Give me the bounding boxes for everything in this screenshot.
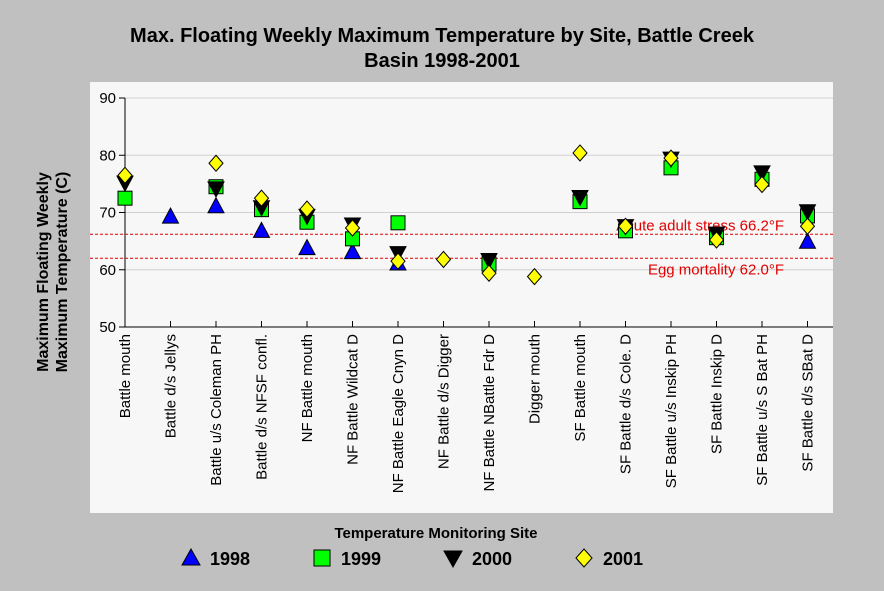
x-axis-label: Temperature Monitoring Site bbox=[334, 525, 537, 542]
point-2001-14 bbox=[754, 175, 770, 194]
category-label-0: Battle mouth bbox=[117, 334, 134, 418]
legend-label-2001: 2001 bbox=[603, 549, 643, 569]
point-2001-5 bbox=[344, 219, 361, 237]
point-2001-2 bbox=[208, 154, 224, 173]
point-2000-10 bbox=[571, 189, 589, 207]
y-tick-label-70: 70 bbox=[99, 205, 116, 222]
category-label-10: SF Battle mouth bbox=[572, 334, 589, 442]
point-1998-3 bbox=[252, 221, 271, 238]
legend-marker-2000 bbox=[443, 550, 463, 569]
category-label-9: Digger mouth bbox=[527, 334, 544, 424]
point-2001-12 bbox=[663, 149, 679, 167]
point-1998-5 bbox=[343, 242, 362, 260]
legend-label-1999: 1999 bbox=[341, 549, 381, 569]
category-label-5: NF Battle Wildcat D bbox=[345, 334, 362, 465]
y-tick-label-50: 50 bbox=[99, 319, 116, 336]
axes: 50 60 70 80 90 bbox=[99, 90, 833, 336]
chart-title-line-2: Basin 1998-2001 bbox=[364, 50, 520, 72]
legend-label-2000: 2000 bbox=[472, 549, 512, 569]
category-label-12: SF Battle u/s Inskip PH bbox=[663, 334, 680, 488]
category-label-2: Battle u/s Coleman PH bbox=[208, 334, 225, 486]
point-1999-0 bbox=[117, 190, 133, 206]
point-2001-9 bbox=[526, 267, 543, 286]
category-labels: Battle mouth Battle d/s Jellys Battle u/s … bbox=[117, 334, 817, 493]
point-2001-8 bbox=[481, 264, 497, 282]
point-2001-0 bbox=[117, 166, 133, 185]
point-1998-1 bbox=[161, 207, 180, 224]
legend: 1998 1999 2000 2001 bbox=[181, 547, 643, 569]
point-2001-3 bbox=[253, 189, 270, 207]
category-label-15: SF Battle d/s SBat D bbox=[800, 334, 817, 472]
category-label-13: SF Battle Inskip D bbox=[709, 334, 726, 454]
y-tick-label-80: 80 bbox=[99, 147, 116, 164]
point-2000-14 bbox=[753, 165, 771, 182]
point-2001-15 bbox=[799, 217, 816, 235]
point-2001-11 bbox=[617, 217, 634, 235]
point-2001-13 bbox=[708, 231, 725, 249]
category-label-6: NF Battle Eagle Cnyn D bbox=[390, 334, 407, 493]
point-2001-7 bbox=[435, 250, 452, 269]
category-label-7: NF Battle d/s Digger bbox=[436, 334, 453, 469]
category-label-3: Battle d/s NFSF confl. bbox=[254, 334, 271, 480]
reference-line-label-1: Acute adult stress 66.2°F bbox=[616, 217, 784, 234]
reference-lines: Acute adult stress 66.2°F Egg mortality 6… bbox=[90, 217, 833, 278]
point-2001-10 bbox=[572, 144, 588, 162]
point-2000-2 bbox=[207, 181, 225, 198]
point-2001-4 bbox=[299, 200, 315, 218]
y-tick-label-90: 90 bbox=[99, 90, 116, 107]
data-points bbox=[116, 144, 817, 286]
y-axis-label-line-1: Maximum Floating Weekly bbox=[35, 172, 52, 372]
point-2000-8 bbox=[480, 252, 498, 270]
legend-marker-1999 bbox=[313, 549, 331, 567]
point-1998-15 bbox=[798, 232, 817, 249]
category-label-11: SF Battle d/s Cole. D bbox=[618, 334, 635, 474]
category-label-14: SF Battle u/s S Bat PH bbox=[754, 334, 771, 486]
plot-background bbox=[90, 82, 833, 513]
point-2000-15 bbox=[798, 204, 817, 221]
legend-marker-1998 bbox=[181, 547, 201, 566]
point-1998-4 bbox=[298, 238, 316, 256]
reference-line-label-2: Egg mortality 62.0°F bbox=[648, 261, 784, 278]
point-2001-6 bbox=[390, 252, 406, 270]
y-axis-label-line-2: Maximum Temperature (C) bbox=[54, 172, 71, 373]
legend-marker-2001 bbox=[575, 548, 593, 568]
category-label-1: Battle d/s Jellys bbox=[163, 334, 180, 438]
point-1998-2 bbox=[207, 196, 225, 214]
category-label-4: NF Battle mouth bbox=[299, 334, 316, 442]
chart-title-line-1: Max. Floating Weekly Maximum Temperature… bbox=[130, 25, 755, 47]
y-tick-label-60: 60 bbox=[99, 262, 116, 279]
point-1999-6 bbox=[390, 215, 406, 231]
category-label-8: NF Battle NBattle Fdr D bbox=[481, 334, 498, 492]
legend-label-1998: 1998 bbox=[210, 549, 250, 569]
